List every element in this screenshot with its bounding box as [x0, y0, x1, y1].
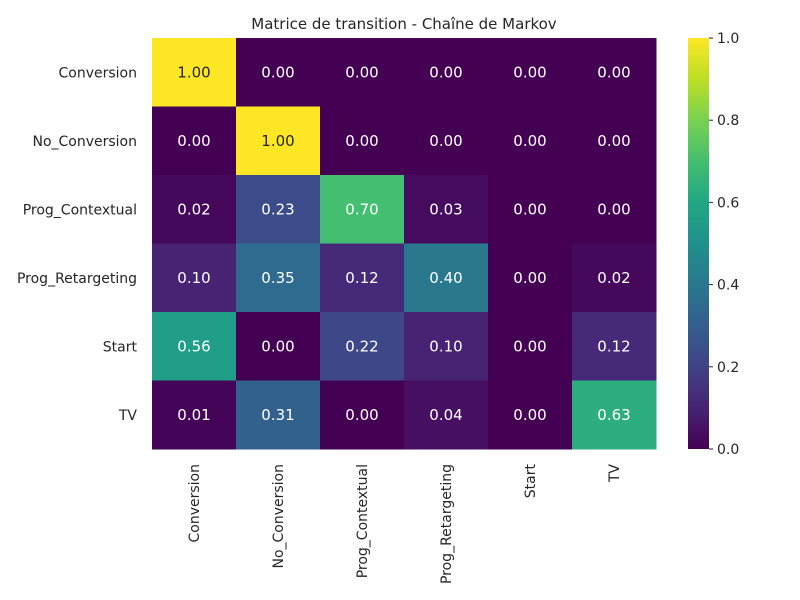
heatmap-cell-4-5 [572, 312, 657, 381]
cell-value-label-4-1: 0.00 [261, 337, 294, 355]
heatmap-cell-5-0 [152, 380, 237, 450]
x-tick-label: TV [607, 464, 623, 484]
heatmap-cell-1-3 [404, 106, 489, 176]
y-tick-label: Start [103, 339, 138, 355]
heatmap-cell-2-1 [236, 175, 321, 244]
x-tick-labels: Conversion No_Conversion Prog_Contextual Pr… [187, 463, 623, 584]
y-tick-label: TV [118, 408, 138, 424]
heatmap-cell-5-3 [404, 380, 489, 450]
heatmap-cell-0-1 [236, 38, 321, 107]
colorbar-tick-label: 1.0 [717, 31, 739, 47]
cell-value-label-1-4: 0.00 [513, 132, 546, 150]
x-tick-label: Conversion [187, 464, 203, 543]
cell-value-label-2-3: 0.03 [429, 200, 462, 218]
heatmap-cell-2-3 [404, 175, 489, 244]
heatmap-cell-5-1 [236, 380, 321, 450]
heatmap-cell-1-4 [488, 106, 573, 176]
cell-value-label-4-0: 0.56 [177, 337, 210, 355]
heatmap-cells: 1.00 0.00 0.00 0.00 0.00 0.00 0.00 1.00 0.00 0.00… [152, 38, 657, 450]
heatmap-cell-4-2 [320, 312, 405, 381]
heatmap-cell-3-3 [404, 243, 489, 313]
cell-value-label-1-1: 1.00 [261, 132, 294, 150]
colorbar-tick-label: 0.0 [717, 442, 739, 458]
x-tick-label: Start [523, 463, 539, 498]
cell-value-label-3-5: 0.02 [597, 269, 630, 287]
heatmap-cell-1-2 [320, 106, 405, 176]
cell-value-label-2-1: 0.23 [261, 200, 294, 218]
heatmap-cell-4-4 [488, 312, 573, 381]
colorbar [688, 38, 709, 449]
cell-value-label-1-5: 0.00 [597, 132, 630, 150]
heatmap-cell-3-0 [152, 243, 237, 313]
cell-value-label-4-5: 0.12 [597, 337, 630, 355]
heatmap-cell-5-4 [488, 380, 573, 450]
cell-value-label-2-2: 0.70 [345, 200, 378, 218]
colorbar-tick-label: 0.6 [717, 195, 739, 211]
cell-value-label-5-3: 0.04 [429, 406, 462, 424]
cell-value-label-5-5: 0.63 [597, 406, 630, 424]
heatmap-cell-4-1 [236, 312, 321, 381]
cell-value-label-5-2: 0.00 [345, 406, 378, 424]
colorbar-ticks: 0.0 0.2 0.4 0.6 0.8 1.0 [709, 31, 739, 458]
chart-title: Matrice de transition - Chaîne de Markov [251, 15, 557, 33]
heatmap-cell-3-2 [320, 243, 405, 313]
cell-value-label-2-5: 0.00 [597, 200, 630, 218]
heatmap-cell-0-4 [488, 38, 573, 107]
y-tick-label: No_Conversion [32, 134, 137, 150]
cell-value-label-0-4: 0.00 [513, 63, 546, 81]
cell-value-label-3-0: 0.10 [177, 269, 210, 287]
cell-value-label-4-3: 0.10 [429, 337, 462, 355]
heatmap-cell-4-0 [152, 312, 237, 381]
cell-value-label-3-3: 0.40 [429, 269, 462, 287]
colorbar-gradient [688, 38, 709, 449]
cell-value-label-5-0: 0.01 [177, 406, 210, 424]
colorbar-tick-label: 0.8 [717, 113, 739, 129]
colorbar-tick-label: 0.2 [717, 360, 739, 376]
heatmap-cell-5-2 [320, 380, 405, 450]
heatmap-cell-2-2 [320, 175, 405, 244]
heatmap-cell-0-3 [404, 38, 489, 107]
colorbar-tick-label: 0.4 [717, 278, 739, 294]
y-tick-label: Conversion [59, 65, 138, 81]
heatmap-cell-3-4 [488, 243, 573, 313]
heatmap-cell-2-5 [572, 175, 657, 244]
heatmap-cell-0-5 [572, 38, 657, 107]
y-tick-label: Prog_Retargeting [17, 271, 137, 287]
heatmap-cell-0-0 [152, 38, 237, 107]
heatmap-cell-1-0 [152, 106, 237, 176]
heatmap-cell-2-4 [488, 175, 573, 244]
cell-value-label-3-4: 0.00 [513, 269, 546, 287]
cell-value-label-3-2: 0.12 [345, 269, 378, 287]
cell-value-label-4-4: 0.00 [513, 337, 546, 355]
cell-value-label-5-4: 0.00 [513, 406, 546, 424]
heatmap-cell-3-1 [236, 243, 321, 313]
cell-value-label-0-3: 0.00 [429, 63, 462, 81]
cell-value-label-0-2: 0.00 [345, 63, 378, 81]
x-tick-label: Prog_Contextual [355, 464, 371, 578]
cell-value-label-0-1: 0.00 [261, 63, 294, 81]
y-tick-labels: Conversion No_Conversion Prog_Contextual Pr… [17, 65, 138, 424]
x-tick-label: Prog_Retargeting [439, 464, 455, 584]
heatmap-cell-5-5 [572, 380, 657, 450]
heatmap-cell-3-5 [572, 243, 657, 313]
heatmap-cell-2-0 [152, 175, 237, 244]
x-tick-label: No_Conversion [271, 464, 287, 569]
cell-value-label-4-2: 0.22 [345, 337, 378, 355]
heatmap-cell-4-3 [404, 312, 489, 381]
cell-value-label-2-4: 0.00 [513, 200, 546, 218]
cell-value-label-3-1: 0.35 [261, 269, 294, 287]
cell-value-label-1-0: 0.00 [177, 132, 210, 150]
cell-value-label-2-0: 0.02 [177, 200, 210, 218]
cell-value-label-0-0: 1.00 [177, 63, 210, 81]
cell-value-label-0-5: 0.00 [597, 63, 630, 81]
heatmap-cell-1-5 [572, 106, 657, 176]
cell-value-label-5-1: 0.31 [261, 406, 294, 424]
heatmap-cell-0-2 [320, 38, 405, 107]
y-tick-label: Prog_Contextual [23, 202, 137, 218]
cell-value-label-1-3: 0.00 [429, 132, 462, 150]
heatmap-cell-1-1 [236, 106, 321, 176]
cell-value-label-1-2: 0.00 [345, 132, 378, 150]
